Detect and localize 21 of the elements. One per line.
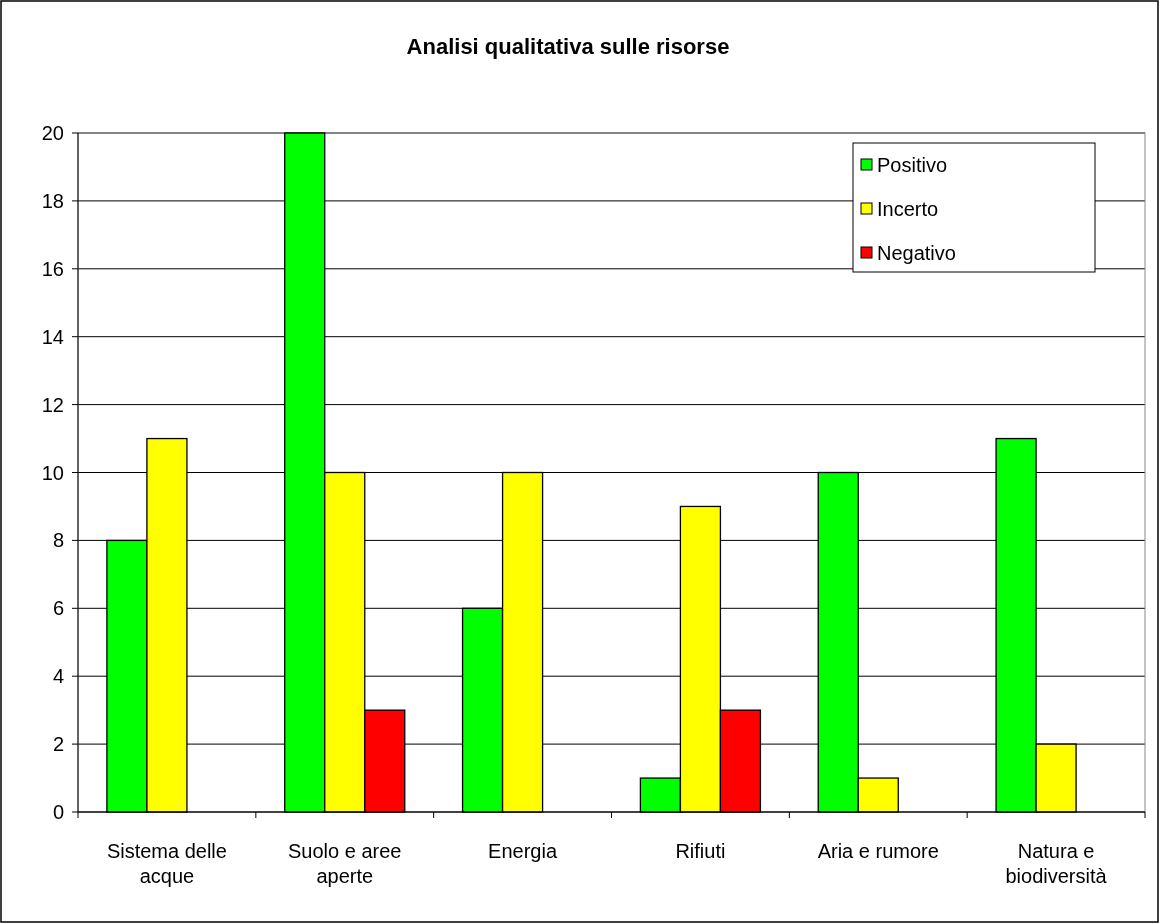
- y-tick-label: 6: [52, 597, 64, 620]
- y-tick-label: 4: [52, 665, 64, 688]
- x-tick-label: Natura e biodiversità: [1005, 840, 1108, 887]
- x-tick-label: Sistema delle acque: [106, 840, 227, 887]
- y-tick-label: 2: [52, 733, 64, 756]
- x-tick-label: Aria e rumore: [817, 840, 939, 862]
- y-tick-label: 0: [52, 801, 64, 823]
- y-tick-label: 8: [52, 529, 64, 552]
- x-tick-label: Rifiuti: [675, 840, 726, 862]
- legend-label: Positivo: [877, 154, 948, 176]
- y-tick-label: 10: [41, 461, 64, 484]
- y-tick-label: 18: [41, 189, 64, 212]
- y-tick-label: 16: [41, 257, 64, 280]
- chart-title: Analisi qualitativa sulle risorse: [406, 34, 730, 59]
- legend-label: Negativo: [877, 242, 956, 264]
- y-tick-label: 12: [41, 393, 64, 416]
- x-tick-label: Energia: [488, 840, 558, 862]
- x-tick-label: Suolo e aree aperte: [288, 840, 402, 887]
- y-tick-label: 20: [41, 122, 64, 144]
- y-tick-label: 14: [41, 325, 64, 348]
- legend-label: Incerto: [877, 198, 939, 220]
